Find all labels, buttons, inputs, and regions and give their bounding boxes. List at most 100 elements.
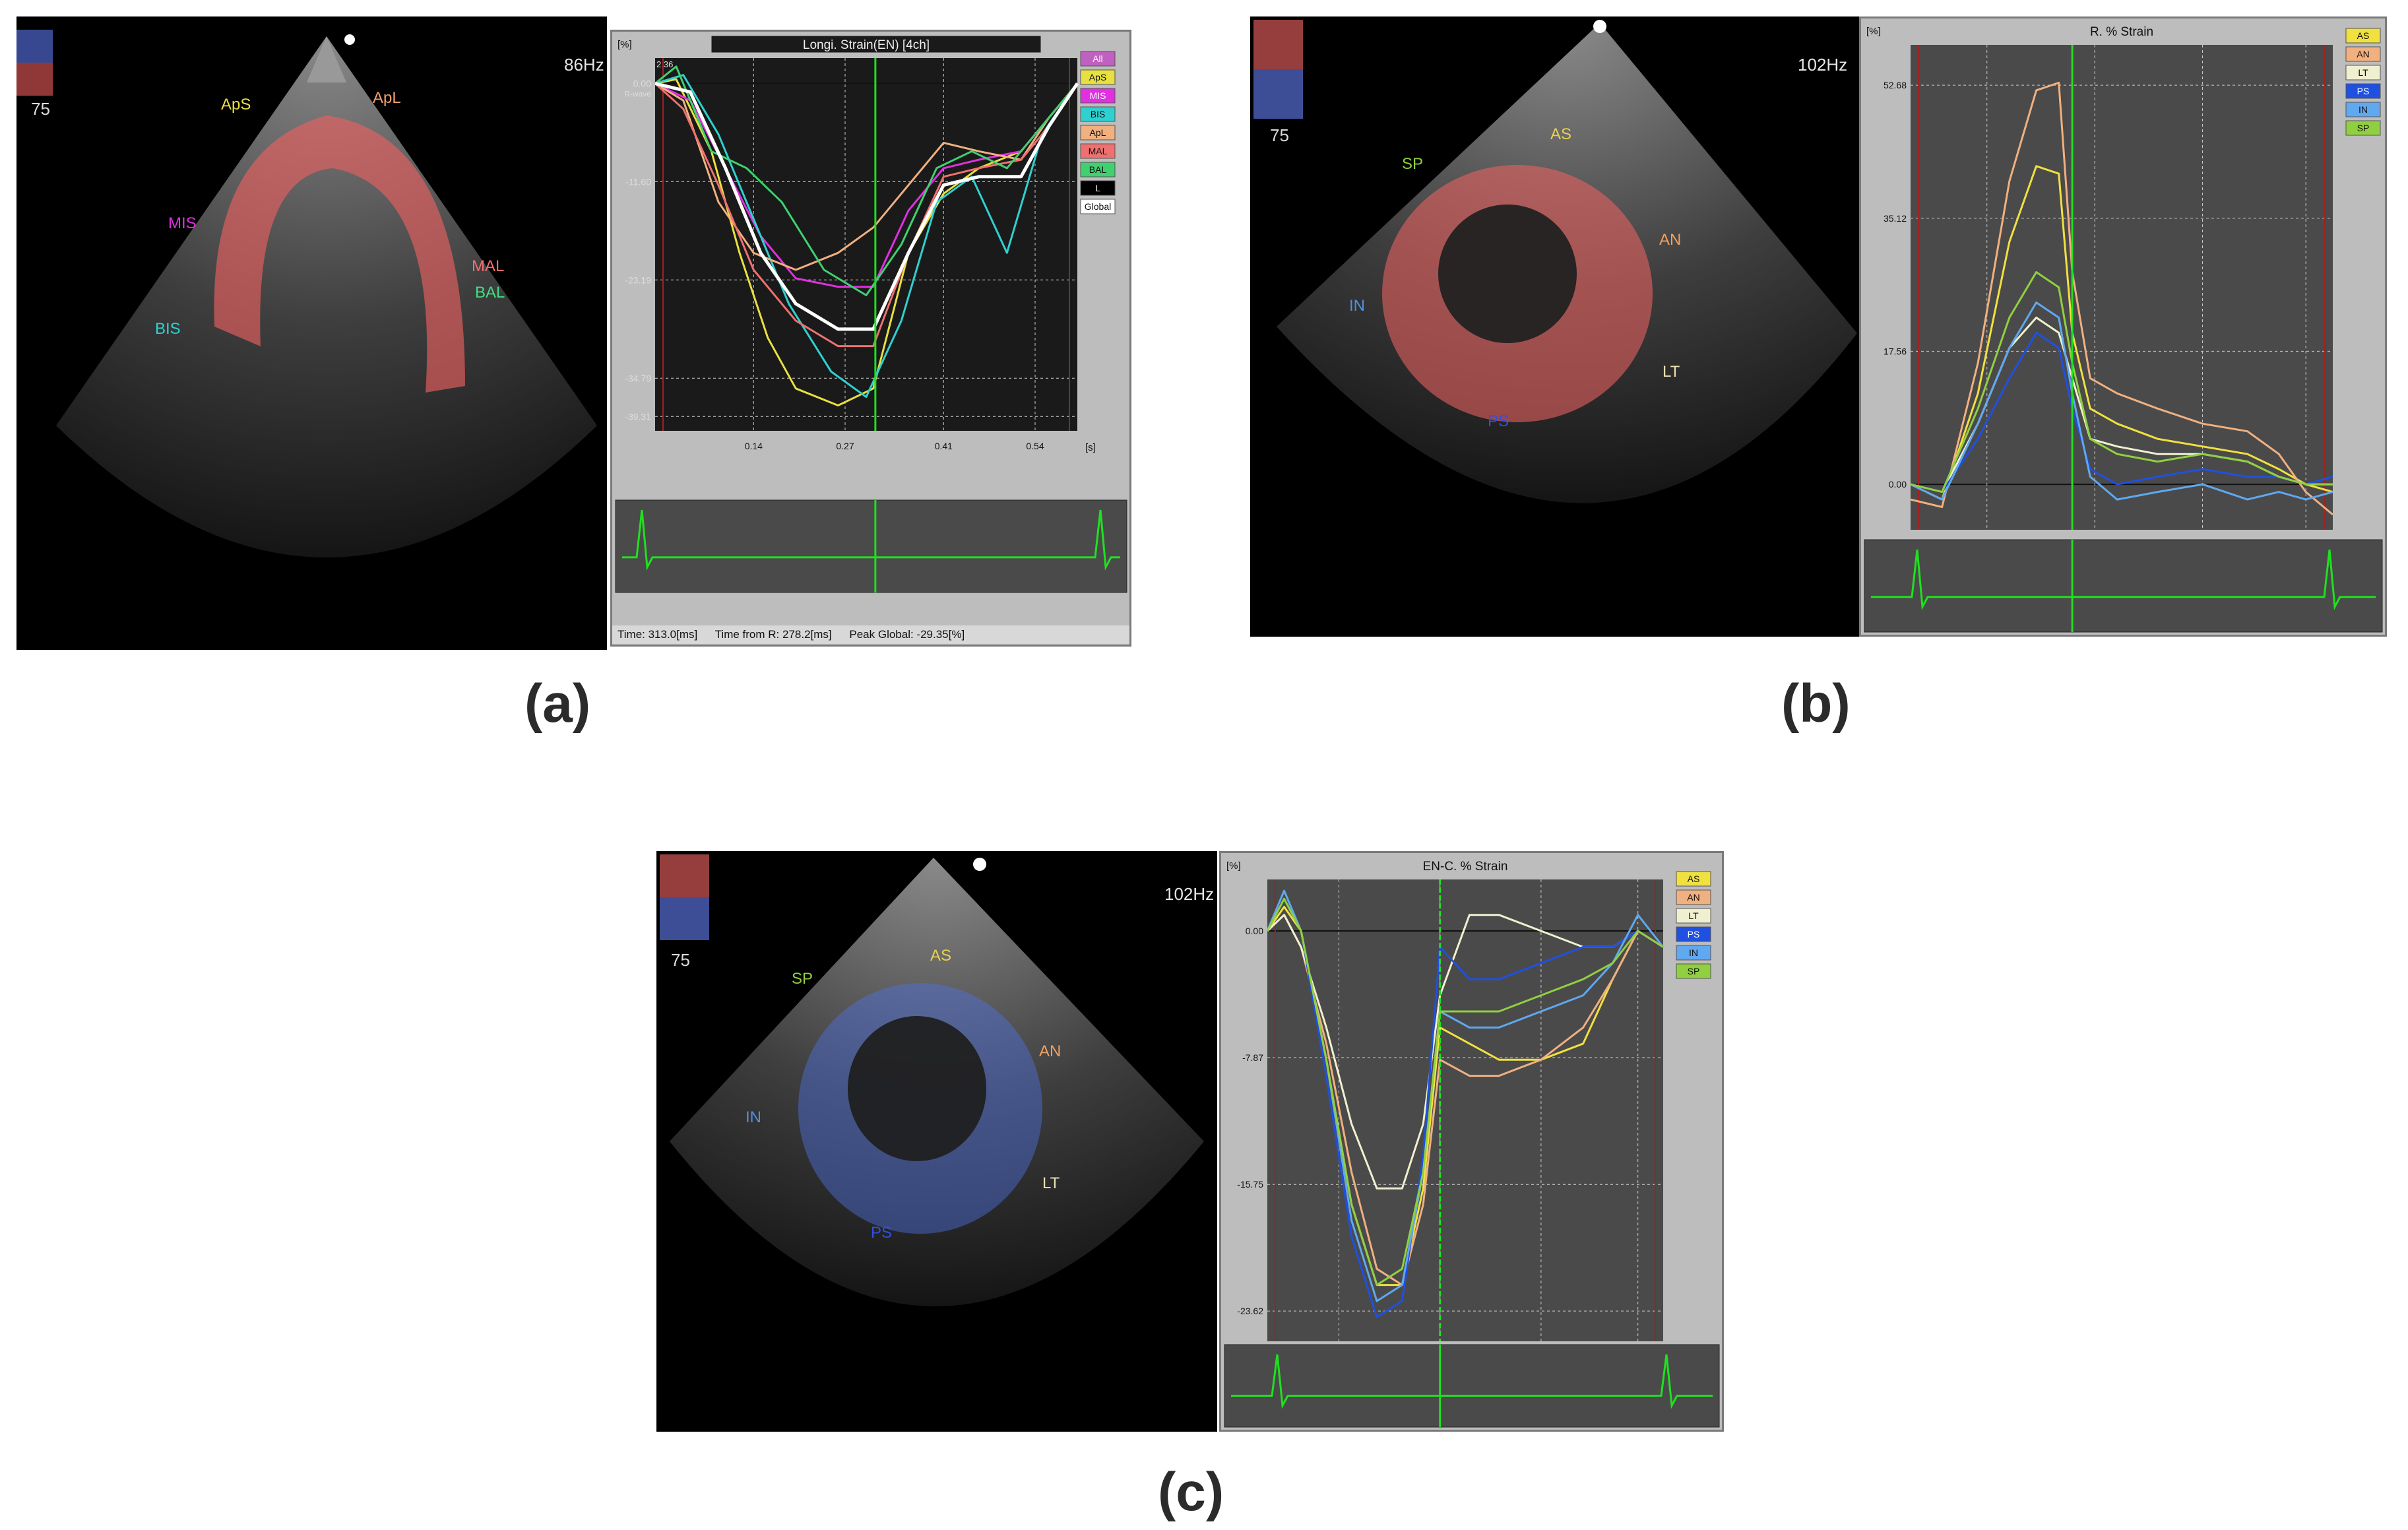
chart-svg-c: EN-C. % Strain[%][s]0.00-7.87-15.75-23.6… <box>1224 860 1720 1428</box>
segment-label: AS <box>1550 125 1572 143</box>
myocardium-overlay-a <box>214 115 465 393</box>
strain-chart-c: EN-C. % Strain[%][s]0.00-7.87-15.75-23.6… <box>1219 851 1724 1432</box>
legend-swatch-in <box>2345 102 2381 117</box>
segment-label: IN <box>745 1108 761 1126</box>
legend-swatch-mal <box>1080 143 1116 159</box>
y-tick-label: 17.56 <box>1884 346 1907 356</box>
legend-label: ApS <box>1089 72 1106 82</box>
legend-swatch-lt <box>2345 65 2381 80</box>
y-unit-label: [%] <box>618 39 632 50</box>
legend-label: Global <box>1085 201 1111 212</box>
r-wave-note: R-wave <box>624 90 651 99</box>
series-line-aps <box>654 78 1079 406</box>
legend-label: AN <box>2357 49 2369 59</box>
legend-swatch-sp <box>1676 963 1711 979</box>
ecg-trace <box>1871 549 2376 610</box>
frame-rate-b: 102Hz <box>1798 55 1848 75</box>
plot-area <box>1267 879 1663 1341</box>
legend-label: PS <box>1688 929 1700 940</box>
chart-svg-b: R. % Strain[%][s]52.6835.1217.560.000.47… <box>1864 25 2383 633</box>
legend-label: MAL <box>1089 146 1108 156</box>
y-tick-label: -23.19 <box>625 274 651 285</box>
legend-swatch-in <box>1676 945 1711 961</box>
y-tick-label: -34.79 <box>625 373 651 383</box>
strain-chart-a: Longi. Strain(EN) [4ch] [%] [s] 0.00 -11.60 -… <box>610 30 1131 647</box>
y-tick-label: -11.60 <box>625 176 651 187</box>
legend-label: All <box>1093 53 1103 64</box>
series-line-an <box>1910 81 2333 516</box>
legend-label: AS <box>2357 30 2370 41</box>
x-unit-label: [s] <box>1085 442 1096 453</box>
legend-swatch-bis <box>1080 106 1116 122</box>
chart-title: R. % Strain <box>2090 25 2153 39</box>
segment-label: SP <box>792 970 813 988</box>
chart-title: Longi. Strain(EN) [4ch] <box>803 38 930 52</box>
segment-label: MIS <box>168 214 197 232</box>
series-line-global <box>654 82 1079 331</box>
y-unit-label: [%] <box>1866 26 1881 37</box>
y-tick-label: 0.00 <box>1246 926 1263 936</box>
series-line-ps <box>1266 897 1664 1318</box>
status-bar-a: Time: 313.0[ms] Time from R: 278.2[ms] P… <box>612 625 1129 644</box>
y-tick-label: 52.68 <box>1884 80 1907 90</box>
status-peak-global: Peak Global: -29.35[%] <box>849 628 965 641</box>
echo-drawing-a <box>16 30 597 558</box>
series-line-bis <box>654 74 1079 398</box>
segment-label: PS <box>1488 412 1509 430</box>
legend-swatch-lt <box>1676 908 1711 924</box>
segment-label: LT <box>1663 363 1680 381</box>
y-tick-label: 35.12 <box>1884 213 1907 224</box>
legend-label: BIS <box>1091 109 1106 119</box>
color-scale-value-b: 75 <box>1270 125 1289 145</box>
segment-label: SP <box>1402 155 1424 173</box>
segment-label: AS <box>930 947 952 965</box>
frame-rate-c: 102Hz <box>1164 884 1215 904</box>
series-line-ps <box>1910 331 2333 494</box>
echo-sector <box>56 36 597 558</box>
strain-chart-b: R. % Strain[%][s]52.6835.1217.560.000.47… <box>1859 16 2387 637</box>
y-tick-label: 0.00 <box>633 79 651 89</box>
legend-swatch-all <box>1080 51 1116 67</box>
legend-swatch-ps <box>2345 83 2381 99</box>
segment-label: IN <box>1349 297 1365 315</box>
x-tick-label: 0.14 <box>745 441 763 451</box>
segment-label: BIS <box>155 320 181 338</box>
legend-label: PS <box>2357 86 2370 96</box>
series-line-bal <box>654 65 1079 296</box>
segment-label: AN <box>1659 231 1682 249</box>
segment-label: PS <box>871 1224 893 1242</box>
legend-label: IN <box>1689 947 1698 958</box>
legend-label: LT <box>2358 67 2368 78</box>
legend-swatch-global <box>1080 199 1116 214</box>
series-line-in <box>1910 302 2333 501</box>
legend-swatch-l <box>1080 180 1116 196</box>
color-scale-value-a: 75 <box>31 99 50 119</box>
chart-title: EN-C. % Strain <box>1423 860 1508 874</box>
legend-label: LT <box>1688 910 1699 921</box>
legend-swatch-mis <box>1080 88 1116 104</box>
echo-drawing-b <box>1253 20 1857 503</box>
caption-a: (a) <box>524 674 591 734</box>
ecg-strip <box>1224 1344 1720 1428</box>
series-line-as <box>1910 165 2333 501</box>
legend-swatch-ps <box>1676 926 1711 942</box>
legend-swatch-as <box>2345 28 2381 44</box>
segment-label: BAL <box>475 284 505 302</box>
color-scale-value-c: 75 <box>671 950 690 970</box>
y-unit-label: [%] <box>1226 860 1241 872</box>
legend-label: BAL <box>1089 164 1107 175</box>
y-tick-label: 0.00 <box>1889 479 1907 490</box>
legend-label: SP <box>2357 123 2370 133</box>
legend-swatch-as <box>1676 871 1711 887</box>
legend-swatch-sp <box>2345 120 2381 136</box>
x-tick-label: 0.41 <box>935 441 953 451</box>
ecg-trace <box>1231 1354 1713 1409</box>
legend-label: SP <box>1688 966 1700 976</box>
legend-label: ApL <box>1090 127 1106 138</box>
echo-image-b: 102Hz 75 AS SP AN IN LT PS <box>1250 16 1860 637</box>
y-tick-label: -23.62 <box>1237 1306 1263 1316</box>
frame-rate-a: 86Hz <box>564 55 604 75</box>
segment-label: ApL <box>373 89 401 107</box>
series-line-sp <box>1266 897 1664 1287</box>
legend-label: AN <box>1687 892 1699 903</box>
